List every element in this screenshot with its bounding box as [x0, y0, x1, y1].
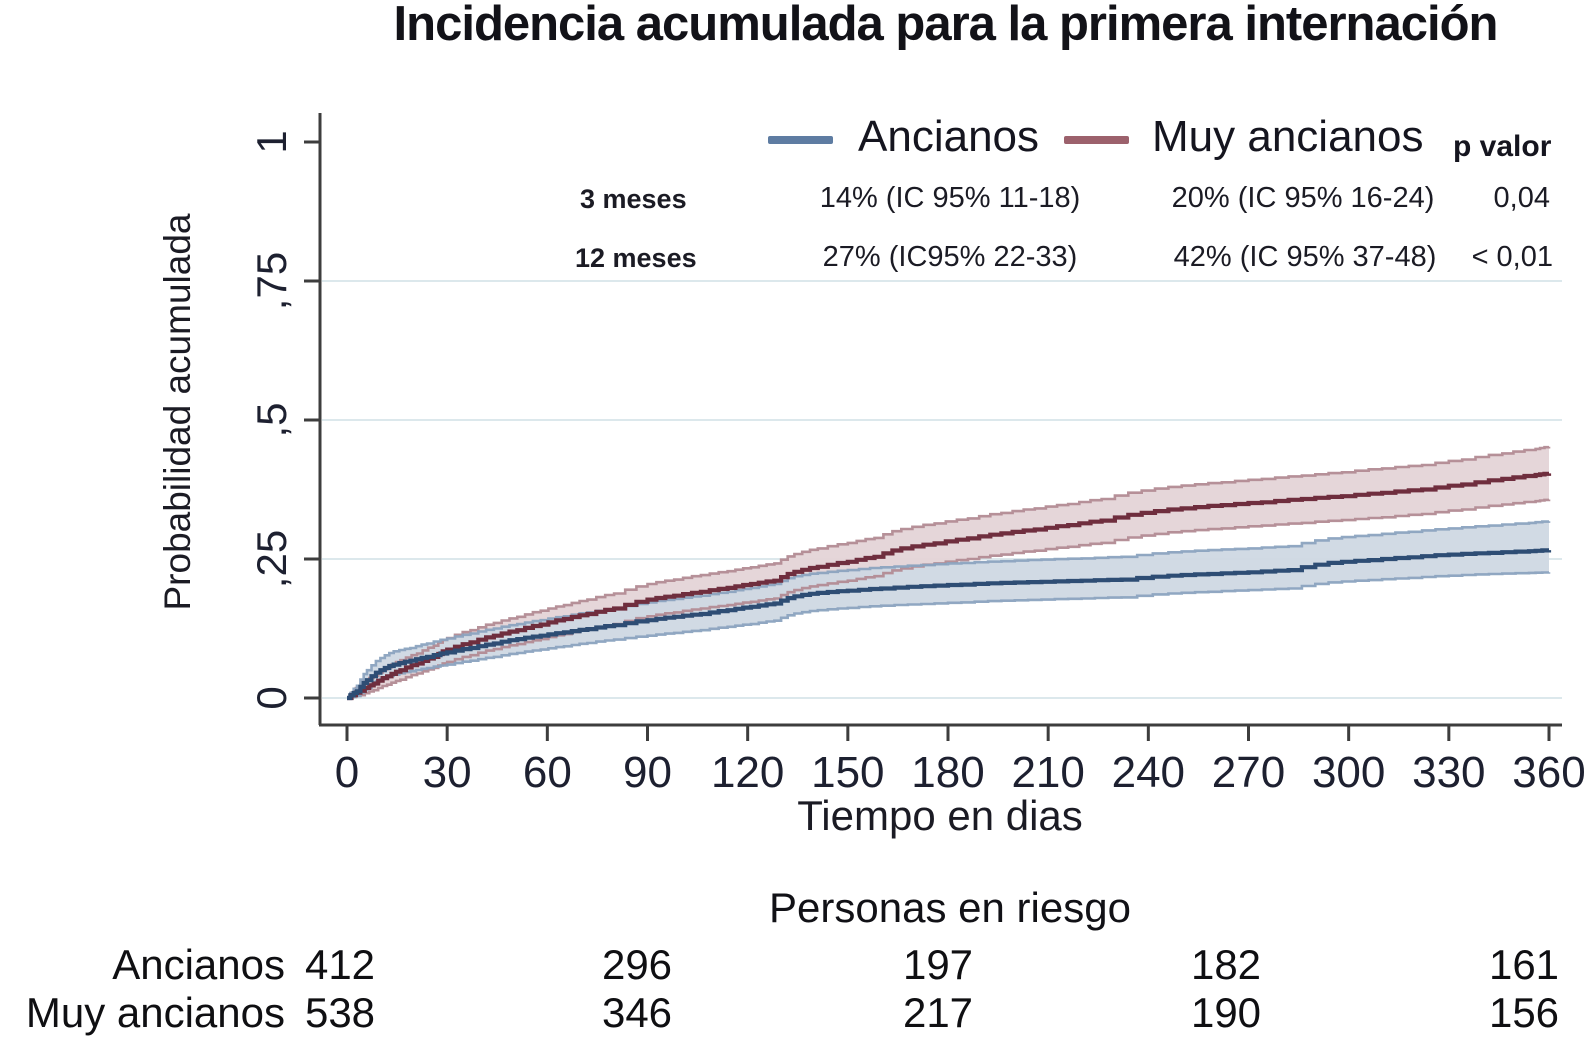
- stats-row1-muy-ancianos: 20% (IC 95% 16-24): [1171, 182, 1435, 214]
- x-axis-title: Tiempo en dias: [797, 792, 1083, 839]
- legend-line-ancianos: [768, 136, 833, 144]
- y-tick-label: ,75: [248, 251, 295, 311]
- stats-row2-label: 12 meses: [575, 243, 697, 273]
- y-tick-label: ,25: [248, 529, 295, 589]
- y-tick-label: 1: [248, 130, 295, 154]
- x-tick-label: 330: [1412, 748, 1486, 797]
- x-tick-label: 300: [1311, 748, 1386, 797]
- risk-table-title: Personas en riesgo: [769, 884, 1131, 931]
- x-tick-label: 240: [1111, 748, 1186, 797]
- risk-row-label-muy-ancianos: Muy ancianos: [25, 989, 285, 1036]
- legend-label-muy-ancianos: Muy ancianos: [1152, 112, 1424, 161]
- stats-row1-ancianos: 14% (IC 95% 11-18): [819, 182, 1081, 214]
- risk-value: 538: [304, 989, 376, 1036]
- y-axis-title: Probabilidad acumulada: [157, 213, 198, 611]
- y-tick-label: ,5: [248, 402, 295, 438]
- ci-band-muy-ancianos: [347, 446, 1549, 698]
- ci-edge-ancianos: [347, 571, 1551, 700]
- risk-value: 182: [1190, 941, 1262, 988]
- risk-value: 190: [1190, 989, 1262, 1036]
- x-tick-label: 360: [1512, 748, 1586, 797]
- x-tick-label: 60: [522, 748, 572, 797]
- x-tick-label: 30: [422, 748, 472, 797]
- risk-row-label-ancianos: Ancianos: [112, 941, 285, 988]
- x-tick-label: 90: [623, 748, 672, 797]
- x-tick-label: 0: [334, 748, 360, 797]
- ci-band-ancianos: [347, 521, 1549, 698]
- x-tick-label: 180: [911, 748, 985, 797]
- stats-row2-muy-ancianos: 42% (IC 95% 37-48): [1173, 241, 1437, 273]
- chart-title: Incidencia acumulada para la primera int…: [393, 0, 1499, 51]
- y-tick-label: 0: [248, 686, 295, 710]
- risk-value: 197: [902, 941, 974, 988]
- legend-label-ancianos: Ancianos: [858, 112, 1040, 161]
- legend-line-muy-ancianos: [1064, 136, 1129, 144]
- x-tick-label: 270: [1211, 748, 1286, 797]
- risk-value: 412: [304, 941, 376, 988]
- ci-edge-ancianos: [347, 520, 1551, 700]
- stats-row1-label: 3 meses: [580, 184, 687, 214]
- stats-row2-p: < 0,01: [1471, 241, 1553, 273]
- risk-value: 346: [601, 989, 673, 1036]
- risk-value: 217: [902, 989, 974, 1036]
- curve-ancianos: [347, 548, 1552, 701]
- stats-row2-ancianos: 27% (IC95% 22-33): [822, 241, 1078, 273]
- legend-p-valor-header: p valor: [1453, 130, 1552, 163]
- x-tick-label: 150: [811, 748, 885, 797]
- x-tick-label: 210: [1011, 748, 1085, 797]
- x-tick-label: 120: [710, 748, 785, 797]
- risk-value: 296: [601, 941, 673, 988]
- risk-value: 161: [1488, 941, 1560, 988]
- risk-value: 156: [1488, 989, 1560, 1036]
- stats-row1-p: 0,04: [1493, 182, 1550, 214]
